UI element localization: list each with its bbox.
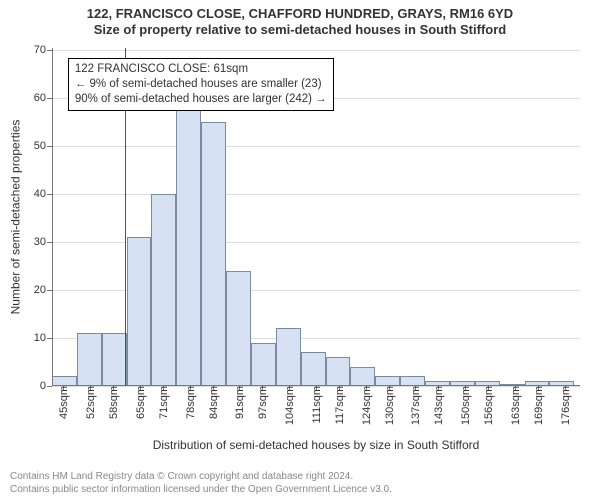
x-tick-label: 163sqm <box>508 386 522 425</box>
y-axis-title: Number of semi-detached properties <box>8 48 22 386</box>
chart-container: 122, FRANCISCO CLOSE, CHAFFORD HUNDRED, … <box>0 0 600 500</box>
x-tick-label: 91sqm <box>232 386 246 419</box>
x-tick-label: 150sqm <box>458 386 472 425</box>
gridline <box>52 194 580 195</box>
footer-line-1: Contains HM Land Registry data © Crown c… <box>10 471 392 484</box>
y-tick-label: 60 <box>34 92 52 104</box>
histogram-bar <box>77 333 102 386</box>
histogram-bar <box>326 357 351 386</box>
y-tick-label: 20 <box>34 284 52 296</box>
annotation-line: 90% of semi-detached houses are larger (… <box>75 92 327 107</box>
x-tick-label: 156sqm <box>481 386 495 425</box>
y-tick-label: 40 <box>34 188 52 200</box>
x-tick-label: 143sqm <box>431 386 445 425</box>
x-tick-label: 58sqm <box>106 386 120 419</box>
y-tick-label: 70 <box>34 44 52 56</box>
histogram-bar <box>226 271 251 386</box>
histogram-bar <box>301 352 326 386</box>
y-axis-line <box>52 48 53 386</box>
title-line-2: Size of property relative to semi-detach… <box>0 22 600 38</box>
x-tick-label: 137sqm <box>408 386 422 425</box>
histogram-bar <box>201 122 226 386</box>
footer: Contains HM Land Registry data © Crown c… <box>10 471 392 496</box>
histogram-bar <box>102 333 127 386</box>
title-line-1: 122, FRANCISCO CLOSE, CHAFFORD HUNDRED, … <box>0 6 600 22</box>
x-tick-label: 78sqm <box>183 386 197 419</box>
histogram-bar <box>127 237 152 386</box>
annotation-line: ← 9% of semi-detached houses are smaller… <box>75 77 327 92</box>
x-tick-label: 117sqm <box>332 386 346 424</box>
gridline <box>52 50 580 51</box>
y-tick-label: 30 <box>34 236 52 248</box>
plot-area: 01020304050607045sqm52sqm58sqm65sqm71sqm… <box>52 48 580 386</box>
histogram-bar <box>151 194 176 386</box>
histogram-bar <box>251 343 276 386</box>
annotation-box: 122 FRANCISCO CLOSE: 61sqm← 9% of semi-d… <box>68 58 334 111</box>
annotation-line: 122 FRANCISCO CLOSE: 61sqm <box>75 62 327 77</box>
chart-title: 122, FRANCISCO CLOSE, CHAFFORD HUNDRED, … <box>0 0 600 39</box>
x-tick-label: 111sqm <box>309 386 323 424</box>
x-tick-label: 71sqm <box>156 386 170 419</box>
x-tick-label: 176sqm <box>558 386 572 425</box>
histogram-bar <box>176 108 201 386</box>
histogram-bar <box>276 328 301 386</box>
x-tick-label: 130sqm <box>382 386 396 425</box>
y-tick-label: 10 <box>34 332 52 344</box>
x-tick-label: 97sqm <box>255 386 269 419</box>
x-tick-label: 84sqm <box>206 386 220 419</box>
histogram-bar <box>350 367 375 386</box>
gridline <box>52 146 580 147</box>
y-axis-title-text: Number of semi-detached properties <box>8 120 22 315</box>
x-tick-label: 45sqm <box>56 386 70 419</box>
x-axis-title: Distribution of semi-detached houses by … <box>52 438 580 452</box>
footer-line-2: Contains public sector information licen… <box>10 484 392 497</box>
x-tick-label: 124sqm <box>359 386 373 425</box>
x-tick-label: 65sqm <box>133 386 147 419</box>
x-tick-label: 52sqm <box>83 386 97 419</box>
x-tick-label: 169sqm <box>531 386 545 425</box>
y-tick-label: 0 <box>40 380 52 392</box>
x-tick-label: 104sqm <box>282 386 296 425</box>
y-tick-label: 50 <box>34 140 52 152</box>
